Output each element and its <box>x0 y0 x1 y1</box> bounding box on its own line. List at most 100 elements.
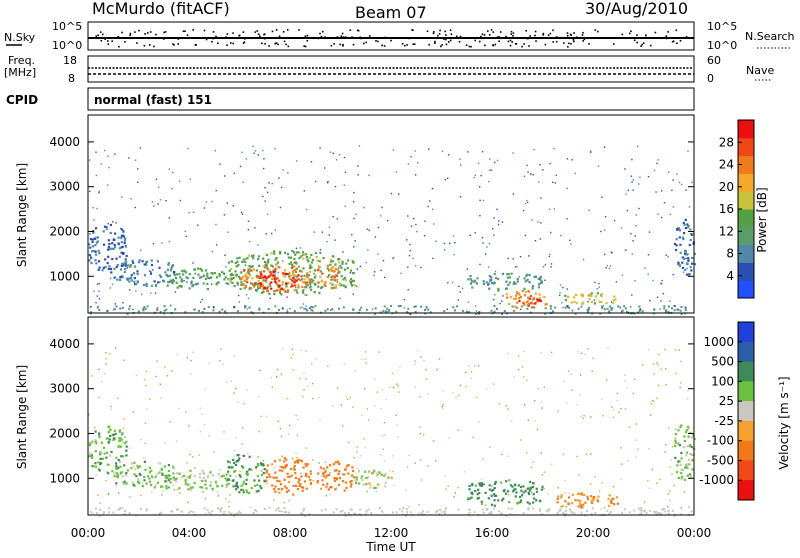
echo-point <box>182 273 185 276</box>
colorbar-segment <box>738 480 754 501</box>
echo-point <box>544 303 547 306</box>
echo-point <box>549 163 551 165</box>
echo-point <box>620 478 622 480</box>
echo-point <box>99 453 102 456</box>
echo-point <box>352 280 355 283</box>
echo-point <box>419 426 421 429</box>
echo-point <box>123 483 126 486</box>
power-cbar-label: Power [dB] <box>755 187 769 252</box>
echo-point <box>681 261 684 264</box>
echo-point <box>158 186 160 188</box>
echo-point <box>192 262 194 264</box>
echo-point <box>274 471 277 474</box>
echo-point <box>97 468 100 471</box>
echo-point <box>190 359 192 362</box>
echo-point <box>193 481 196 484</box>
colorbar-segment <box>738 155 754 174</box>
echo-point <box>506 273 509 276</box>
echo-point <box>280 287 283 290</box>
echo-point <box>266 191 269 193</box>
echo-point <box>148 477 151 480</box>
echo-point <box>527 507 530 510</box>
freq-left-label-1: Freq. <box>8 54 35 67</box>
echo-point <box>117 466 120 469</box>
echo-point <box>383 460 386 462</box>
echo-point <box>445 488 447 490</box>
echo-point <box>494 161 496 164</box>
echo-point <box>299 307 301 309</box>
echo-point <box>405 508 408 511</box>
echo-point <box>163 309 166 312</box>
echo-point <box>501 313 503 315</box>
echo-point <box>95 302 97 304</box>
echo-point <box>331 278 334 281</box>
echo-point <box>105 358 108 360</box>
echo-point <box>680 306 683 308</box>
echo-point <box>245 470 248 473</box>
echo-point <box>549 253 551 256</box>
echo-point <box>356 446 358 449</box>
echo-point <box>612 301 615 304</box>
echo-point <box>510 507 513 510</box>
echo-point <box>335 286 338 289</box>
echo-point <box>543 386 545 388</box>
echo-point <box>292 277 295 280</box>
echo-point <box>194 283 197 286</box>
echo-point <box>185 411 187 413</box>
echo-point <box>580 492 584 495</box>
echo-point <box>167 464 170 467</box>
echo-point <box>150 259 153 262</box>
echo-point <box>660 190 663 192</box>
echo-point <box>343 468 347 471</box>
echo-point <box>201 491 205 494</box>
echo-point <box>206 288 209 291</box>
echo-point <box>276 277 279 280</box>
echo-point <box>429 311 432 314</box>
echo-point <box>166 275 170 278</box>
echo-point <box>656 362 658 364</box>
echo-point <box>362 483 365 486</box>
echo-point <box>267 268 270 271</box>
echo-point <box>478 312 481 315</box>
echo-point <box>258 308 261 311</box>
echo-point <box>275 476 278 479</box>
echo-point <box>303 372 305 374</box>
echo-point <box>579 394 581 396</box>
echo-point <box>487 497 490 500</box>
echo-point <box>248 240 251 243</box>
echo-point <box>604 253 606 256</box>
echo-point <box>512 282 515 285</box>
echo-point <box>528 255 530 257</box>
colorbar-tick-label: 12 <box>719 224 734 238</box>
echo-point <box>293 269 296 272</box>
echo-point <box>257 258 260 261</box>
echo-point <box>352 283 355 286</box>
echo-point <box>92 231 95 234</box>
echo-point <box>672 206 674 208</box>
echo-point <box>413 305 416 308</box>
echo-point <box>129 265 132 268</box>
echo-point <box>270 273 273 276</box>
echo-point <box>358 482 361 485</box>
echo-point <box>360 477 362 479</box>
echo-point <box>296 434 299 437</box>
echo-point <box>152 269 154 271</box>
echo-point <box>126 278 129 282</box>
echo-point <box>290 261 293 264</box>
echo-point <box>322 473 325 476</box>
echo-point <box>287 511 290 514</box>
echo-point <box>262 290 265 293</box>
echo-point <box>333 276 336 279</box>
echo-point <box>523 376 525 378</box>
echo-point <box>457 429 459 431</box>
colorbar-tick-label: 8 <box>726 247 734 261</box>
echo-point <box>664 348 666 351</box>
echo-point <box>305 308 308 311</box>
echo-point <box>178 273 181 276</box>
echo-point <box>299 279 302 282</box>
echo-point <box>331 283 334 286</box>
echo-point <box>268 292 271 295</box>
echo-point <box>93 249 96 253</box>
echo-point <box>471 482 474 486</box>
echo-point <box>244 305 246 308</box>
